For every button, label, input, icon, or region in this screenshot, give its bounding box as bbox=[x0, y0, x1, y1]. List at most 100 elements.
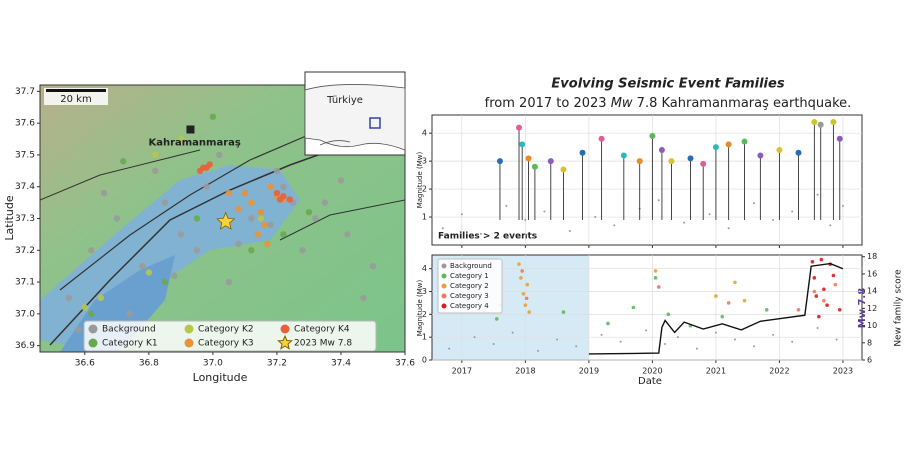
point bbox=[280, 231, 287, 238]
y-tick-label: 4 bbox=[422, 129, 427, 138]
legend-label: Background bbox=[450, 262, 492, 270]
point bbox=[276, 196, 284, 203]
point bbox=[177, 135, 185, 143]
legend-marker bbox=[184, 338, 194, 348]
y-tick-label: 37.4 bbox=[15, 182, 35, 192]
legend-marker bbox=[88, 324, 98, 334]
y-tick-label: 37.1 bbox=[15, 278, 35, 288]
y2-tick-label: 8 bbox=[867, 338, 872, 347]
point bbox=[822, 298, 826, 303]
point bbox=[531, 163, 538, 170]
point bbox=[543, 210, 546, 213]
legend-marker bbox=[441, 263, 447, 269]
point bbox=[568, 230, 571, 233]
y2-tick-label: 6 bbox=[867, 356, 872, 365]
y-tick-label: 4 bbox=[422, 264, 427, 273]
point bbox=[537, 349, 540, 352]
point bbox=[835, 338, 838, 341]
y-tick-label: 3 bbox=[422, 287, 427, 296]
point bbox=[473, 336, 476, 339]
point bbox=[225, 278, 233, 286]
point bbox=[88, 310, 95, 318]
point bbox=[519, 141, 526, 148]
point bbox=[496, 158, 503, 165]
point bbox=[812, 289, 817, 294]
point bbox=[525, 282, 530, 287]
point bbox=[753, 345, 756, 348]
x-tick-label: 37.6 bbox=[395, 359, 415, 369]
point bbox=[733, 338, 736, 341]
point bbox=[764, 307, 769, 312]
legend-label: Background bbox=[102, 325, 156, 335]
star-marker bbox=[216, 211, 236, 230]
y-axis-label: Magnitude (Mw) bbox=[416, 151, 424, 208]
point bbox=[658, 146, 665, 153]
inset-label: Türkiye bbox=[326, 95, 363, 106]
point bbox=[203, 164, 210, 171]
point bbox=[235, 240, 242, 248]
point bbox=[556, 338, 559, 341]
point bbox=[248, 247, 255, 254]
point bbox=[741, 138, 748, 145]
point bbox=[305, 208, 313, 216]
point bbox=[841, 204, 844, 207]
point bbox=[753, 202, 756, 205]
chart-subtitle: from 2017 to 2023 Mw 7.8 Kahramanmaraş e… bbox=[485, 96, 852, 111]
point bbox=[264, 240, 271, 248]
legend-marker bbox=[441, 303, 447, 309]
point bbox=[225, 189, 233, 197]
y-axis-label: Latitude bbox=[3, 195, 16, 241]
point bbox=[494, 317, 499, 321]
point bbox=[733, 280, 737, 285]
point bbox=[666, 312, 671, 317]
point bbox=[193, 247, 201, 254]
point bbox=[816, 327, 819, 330]
x-tick-label: 2020 bbox=[642, 367, 662, 376]
y-tick-label: 0 bbox=[422, 356, 427, 365]
point bbox=[441, 227, 444, 230]
point bbox=[726, 301, 731, 305]
point bbox=[791, 340, 794, 343]
point bbox=[598, 135, 605, 142]
point bbox=[772, 333, 775, 336]
point bbox=[687, 155, 694, 162]
legend-marker bbox=[277, 334, 293, 350]
point bbox=[833, 282, 838, 287]
point bbox=[520, 269, 524, 273]
point bbox=[714, 294, 718, 298]
point bbox=[727, 227, 730, 230]
point bbox=[120, 158, 127, 165]
point bbox=[776, 146, 783, 153]
point bbox=[772, 218, 775, 221]
y2-tick-label: 14 bbox=[867, 287, 877, 296]
point bbox=[695, 347, 698, 350]
point bbox=[177, 231, 185, 238]
point bbox=[286, 196, 293, 203]
map-points bbox=[65, 113, 377, 333]
y-tick-label: 37.7 bbox=[15, 87, 35, 97]
point bbox=[810, 260, 815, 264]
point bbox=[519, 276, 523, 280]
point bbox=[656, 285, 661, 289]
point bbox=[613, 224, 616, 227]
point bbox=[822, 287, 826, 292]
legend-marker bbox=[88, 338, 98, 348]
point bbox=[664, 343, 667, 346]
point bbox=[267, 183, 274, 190]
point bbox=[492, 343, 495, 346]
point bbox=[812, 276, 817, 280]
y-tick-label: 1 bbox=[422, 213, 427, 222]
y-tick-label: 3 bbox=[422, 157, 427, 166]
y2-tick-label: 18 bbox=[867, 252, 877, 261]
point bbox=[825, 303, 829, 308]
legend-marker bbox=[441, 283, 447, 289]
point bbox=[273, 167, 281, 175]
top-panel-frame bbox=[431, 114, 863, 246]
legend-label: Category K2 bbox=[198, 325, 254, 335]
point bbox=[817, 121, 824, 128]
y2-tick-label: 10 bbox=[867, 321, 877, 330]
point bbox=[714, 331, 717, 334]
point bbox=[560, 166, 567, 173]
annotation: Families > 2 events bbox=[438, 232, 537, 242]
point bbox=[575, 345, 578, 348]
